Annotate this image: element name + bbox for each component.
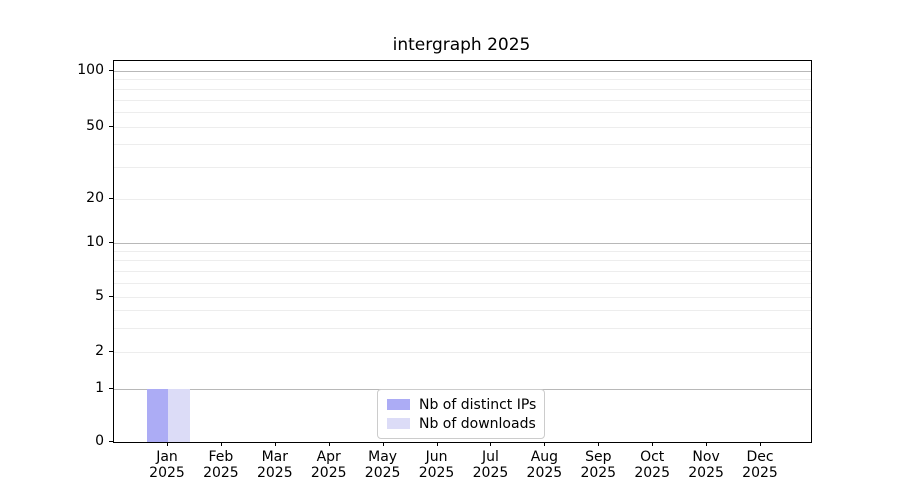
x-tick-mark bbox=[274, 442, 276, 446]
gridline-minor bbox=[114, 88, 811, 90]
gridline-minor bbox=[114, 327, 811, 329]
y-tick-mark bbox=[109, 69, 113, 71]
x-tick-label: Jan 2025 bbox=[135, 449, 199, 481]
x-tick-mark bbox=[382, 442, 384, 446]
y-tick-mark bbox=[109, 441, 113, 442]
x-tick-mark bbox=[167, 442, 168, 446]
x-tick-mark bbox=[436, 442, 438, 446]
gridline-major bbox=[114, 70, 811, 72]
x-tick-year: 2025 bbox=[149, 465, 185, 481]
bar-nb-of-downloads bbox=[168, 389, 190, 442]
y-tick-label: 0 bbox=[95, 433, 104, 449]
x-tick-label: Oct 2025 bbox=[620, 449, 684, 481]
x-tick-month: Feb bbox=[208, 449, 234, 465]
y-tick-mark bbox=[109, 351, 113, 352]
x-tick-year: 2025 bbox=[580, 465, 617, 481]
gridline-minor bbox=[114, 167, 811, 169]
x-tick-label: Jun 2025 bbox=[405, 449, 469, 481]
x-tick-year: 2025 bbox=[634, 465, 670, 481]
gridline-minor bbox=[114, 126, 811, 128]
gridline-minor bbox=[114, 352, 811, 353]
x-tick-month: Nov bbox=[692, 449, 720, 465]
x-tick-year: 2025 bbox=[472, 465, 509, 481]
y-tick-label: 2 bbox=[95, 343, 104, 359]
gridline-minor bbox=[114, 250, 811, 252]
x-tick-label: Dec 2025 bbox=[728, 449, 792, 481]
gridline-minor bbox=[114, 199, 811, 201]
x-tick-year: 2025 bbox=[364, 465, 401, 481]
x-tick-mark bbox=[759, 442, 761, 446]
x-tick-month: May bbox=[368, 449, 398, 465]
x-tick-label: Feb 2025 bbox=[189, 449, 253, 481]
x-tick-mark bbox=[598, 442, 600, 446]
legend-label: Nb of distinct IPs bbox=[419, 396, 537, 413]
x-tick-mark bbox=[706, 442, 708, 446]
y-tick-mark bbox=[109, 295, 113, 297]
x-tick-month: Apr bbox=[316, 449, 341, 465]
x-tick-mark bbox=[220, 442, 222, 446]
x-tick-year: 2025 bbox=[310, 465, 347, 481]
x-tick-month: Mar bbox=[261, 449, 289, 465]
x-tick-mark bbox=[490, 442, 492, 446]
gridline-minor bbox=[114, 282, 811, 284]
x-tick-mark bbox=[544, 442, 546, 446]
gridline-minor bbox=[114, 112, 811, 114]
x-tick-month: Dec bbox=[746, 449, 774, 465]
x-tick-label: Aug 2025 bbox=[512, 449, 576, 481]
x-tick-year: 2025 bbox=[742, 465, 778, 481]
gridline-minor bbox=[114, 310, 811, 312]
x-tick-month: Jul bbox=[482, 449, 499, 465]
y-tick-mark bbox=[109, 388, 113, 390]
gridline-minor bbox=[114, 296, 811, 298]
x-tick-year: 2025 bbox=[256, 465, 293, 481]
x-tick-year: 2025 bbox=[688, 465, 724, 481]
x-tick-month: Aug bbox=[530, 449, 559, 465]
x-tick-year: 2025 bbox=[203, 465, 239, 481]
legend: Nb of distinct IPs Nb of downloads bbox=[377, 389, 545, 439]
y-tick-label: 10 bbox=[86, 233, 104, 250]
y-tick-mark bbox=[109, 198, 113, 200]
x-tick-month: Oct bbox=[640, 449, 665, 465]
legend-row: Nb of downloads bbox=[387, 415, 536, 432]
legend-swatch bbox=[387, 418, 410, 429]
legend-row: Nb of distinct IPs bbox=[387, 396, 537, 413]
x-tick-year: 2025 bbox=[526, 465, 563, 481]
x-tick-month: Sep bbox=[585, 449, 612, 465]
plot-area bbox=[113, 60, 812, 443]
bar-nb-of-distinct-ips bbox=[146, 389, 168, 442]
gridline-minor bbox=[114, 260, 811, 262]
y-tick-mark bbox=[109, 125, 113, 127]
gridline-major bbox=[114, 242, 811, 244]
x-tick-label: May 2025 bbox=[351, 449, 415, 481]
legend-swatch bbox=[387, 399, 410, 410]
x-tick-year: 2025 bbox=[418, 465, 455, 481]
x-tick-label: Jul 2025 bbox=[458, 449, 522, 481]
gridline-minor bbox=[114, 99, 811, 101]
y-tick-mark bbox=[109, 241, 113, 243]
y-tick-label: 1 bbox=[95, 380, 104, 397]
x-tick-month: Jan bbox=[156, 449, 178, 465]
x-tick-label: Sep 2025 bbox=[566, 449, 630, 481]
x-tick-mark bbox=[652, 442, 654, 446]
legend-label: Nb of downloads bbox=[419, 415, 536, 432]
x-tick-mark bbox=[328, 442, 330, 446]
gridline-minor bbox=[114, 144, 811, 146]
x-tick-label: Nov 2025 bbox=[674, 449, 738, 481]
x-tick-month: Jun bbox=[425, 449, 448, 465]
y-tick-label: 100 bbox=[77, 61, 104, 78]
y-tick-label: 50 bbox=[86, 117, 104, 134]
y-tick-label: 5 bbox=[95, 287, 104, 304]
gridline-minor bbox=[114, 270, 811, 272]
x-tick-label: Mar 2025 bbox=[243, 449, 307, 481]
y-tick-label: 20 bbox=[86, 190, 104, 207]
x-tick-label: Apr 2025 bbox=[297, 449, 361, 481]
gridline-minor bbox=[114, 79, 811, 81]
chart-title: intergraph 2025 bbox=[392, 35, 531, 55]
